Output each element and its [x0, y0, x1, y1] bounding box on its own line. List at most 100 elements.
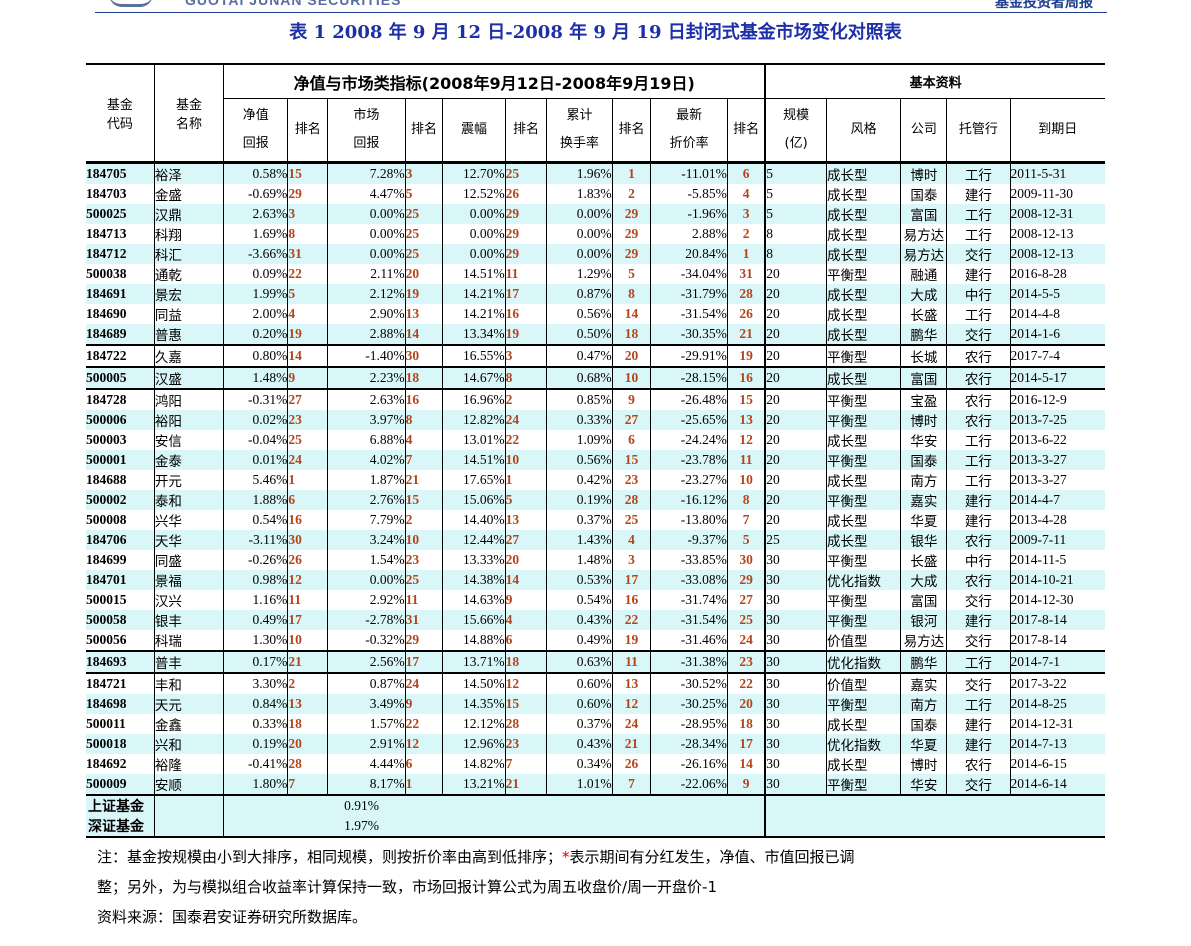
discount: -13.80% — [650, 510, 728, 530]
maturity-date: 2008-12-13 — [1009, 224, 1105, 244]
amplitude-rank: 1 — [504, 470, 547, 490]
nav-return: 1.88% — [223, 490, 288, 510]
custodian: 农行 — [946, 570, 1011, 590]
discount-rank: 2 — [726, 224, 766, 244]
discount: 2.88% — [650, 224, 728, 244]
fund-code: 184703 — [86, 186, 127, 201]
turnover-rank: 10 — [611, 366, 651, 389]
custodian: 工行 — [946, 694, 1011, 714]
col-header-amplitude: 震幅 — [442, 98, 506, 164]
col-header-discount: 最新 折价率 — [650, 98, 728, 164]
amplitude-rank: 16 — [504, 304, 547, 324]
maturity-date: 2014-5-17 — [1009, 366, 1105, 389]
maturity-date: 2013-3-27 — [1009, 450, 1105, 470]
market-rank: 19 — [404, 284, 443, 304]
amplitude: 12.52% — [442, 184, 506, 204]
amplitude-rank: 26 — [504, 184, 547, 204]
fund-name: 普惠 — [153, 324, 224, 345]
turnover-rank: 7 — [611, 774, 651, 795]
maturity-date: 2014-12-30 — [1009, 590, 1105, 610]
discount-rank: 15 — [726, 388, 766, 410]
maturity-date: 2014-11-5 — [1009, 550, 1105, 570]
discount: -23.78% — [650, 450, 728, 470]
nav-rank: 5 — [287, 284, 328, 304]
amplitude-rank: 3 — [504, 344, 547, 367]
fund-name: 通乾 — [153, 264, 224, 284]
company: 富国 — [900, 590, 947, 610]
discount: -33.85% — [650, 550, 728, 570]
company: 大成 — [900, 570, 947, 590]
table-row: 184721 丰和 3.30% 2 0.87% 24 14.50% 12 0.60% 13 -30.… — [86, 672, 1105, 694]
company: 宝盈 — [900, 388, 947, 410]
company: 华夏 — [900, 734, 947, 754]
company: 富国 — [900, 366, 947, 389]
nav-rank: 31 — [287, 244, 328, 264]
market-return: 6.88% — [327, 430, 406, 450]
fund-name: 天元 — [153, 694, 224, 714]
amplitude: 15.66% — [442, 610, 506, 630]
fund-code: 500058 — [86, 610, 155, 630]
turnover: 1.43% — [546, 530, 613, 550]
market-rank: 29 — [404, 630, 443, 651]
col-header-rank: 排名 — [504, 98, 547, 164]
company: 大成 — [900, 284, 947, 304]
table-row: 500015 汉兴 1.16% 11 2.92% 11 14.63% 9 0.54% 16 -31.… — [86, 590, 1105, 610]
discount: -26.16% — [650, 754, 728, 774]
turnover-rank: 17 — [611, 570, 651, 590]
style: 成长型 — [825, 224, 901, 244]
discount-rank: 21 — [726, 324, 766, 345]
fund-name: 裕隆 — [153, 754, 224, 774]
nav-return: 0.58% — [223, 162, 288, 184]
nav-rank: 17 — [287, 610, 328, 630]
turnover: 1.29% — [546, 264, 613, 284]
maturity-date: 2014-6-15 — [1009, 754, 1105, 774]
discount-rank: 13 — [726, 410, 766, 430]
amplitude-rank: 7 — [504, 754, 547, 774]
turnover: 0.87% — [546, 284, 613, 304]
fund-code: 500003 — [86, 432, 127, 447]
market-return: 2.90% — [327, 304, 406, 324]
table-row: 184693 普丰 0.17% 21 2.56% 17 13.71% 18 0.63% 11 -31… — [86, 650, 1105, 673]
turnover: 0.00% — [546, 224, 613, 244]
custodian: 中行 — [946, 284, 1011, 304]
turnover: 0.43% — [546, 734, 613, 754]
fund-name: 久嘉 — [153, 344, 224, 367]
maturity-date: 2014-4-7 — [1009, 490, 1105, 510]
amplitude: 14.50% — [442, 672, 506, 694]
amplitude: 13.34% — [442, 324, 506, 345]
turnover: 0.68% — [546, 366, 613, 389]
market-return: 0.00% — [327, 204, 406, 224]
amplitude: 0.00% — [442, 224, 506, 244]
turnover: 0.60% — [546, 672, 613, 694]
scale: 30 — [764, 672, 827, 694]
discount-rank: 20 — [726, 694, 766, 714]
company: 南方 — [900, 470, 947, 490]
market-return: 8.17% — [327, 774, 406, 795]
market-return: 3.24% — [327, 530, 406, 550]
index-name: 深证基金 — [86, 816, 155, 838]
scale: 30 — [764, 714, 827, 734]
turnover-rank: 29 — [611, 224, 651, 244]
fund-code: 500011 — [86, 716, 126, 731]
table-row: 500008 兴华 0.54% 16 7.79% 2 14.40% 13 0.37% 25 -13.… — [86, 510, 1105, 530]
nav-rank: 12 — [287, 570, 328, 590]
market-rank: 22 — [404, 714, 443, 734]
market-rank: 4 — [404, 430, 443, 450]
nav-rank: 14 — [287, 344, 328, 367]
fund-code: 184691 — [86, 284, 155, 304]
market-return: 2.63% — [327, 388, 406, 410]
discount: -9.37% — [650, 530, 728, 550]
style: 平衡型 — [825, 410, 901, 430]
table-row: 184705 裕泽 0.58% 15 7.28% 3 12.70% 25 1.96% 1 -11.0… — [86, 162, 1105, 184]
scale: 25 — [764, 530, 827, 550]
amplitude-rank: 11 — [504, 264, 547, 284]
nav-return: 0.98% — [223, 570, 288, 590]
turnover-rank: 14 — [611, 304, 651, 324]
market-return: 4.02% — [327, 450, 406, 470]
nav-rank: 30 — [287, 530, 328, 550]
amplitude: 13.01% — [442, 430, 506, 450]
scale: 20 — [764, 388, 827, 410]
style: 平衡型 — [825, 774, 901, 795]
fund-code: 500001 — [86, 450, 155, 470]
table-row: 500002 泰和 1.88% 6 2.76% 15 15.06% 5 0.19% 28 -16.1… — [86, 490, 1105, 510]
